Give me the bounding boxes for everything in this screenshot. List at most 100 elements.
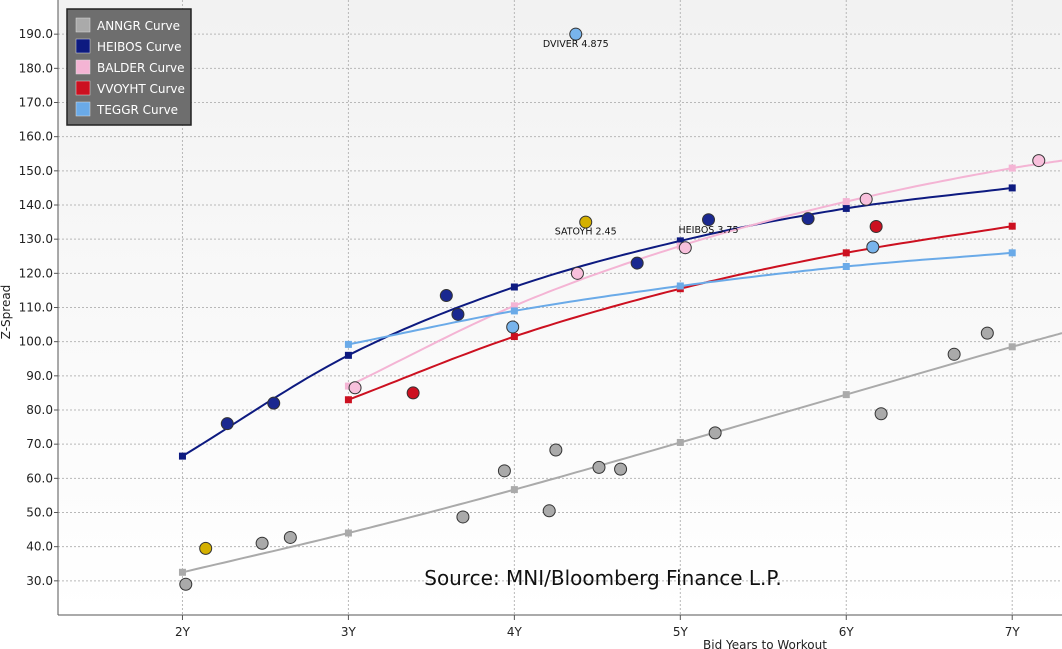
series-points (179, 27, 1046, 591)
heibos-bond-point[interactable] (220, 417, 234, 431)
teggr-curve-node (842, 263, 850, 270)
heibos-bond-point[interactable] (267, 396, 281, 410)
vvoyht-bond-point[interactable] (406, 386, 420, 400)
anngr-bond-point[interactable] (179, 577, 193, 591)
x-tick-label: 3Y (341, 625, 357, 639)
heibos-curve-node (344, 351, 352, 359)
anngr-curve-node (344, 529, 352, 537)
legend-label: VVOYHT Curve (97, 82, 185, 96)
heibos-bond-point[interactable] (451, 307, 465, 321)
legend-swatch (75, 101, 91, 117)
y-tick-label: 170.0 (19, 96, 53, 110)
x-tick-label: 6Y (839, 625, 855, 639)
heibos-bond-point[interactable] (439, 289, 453, 303)
heibos-curve-node (842, 204, 850, 212)
source-note: Source: MNI/Bloomberg Finance L.P. (424, 566, 781, 590)
anngr-bond-point[interactable] (947, 347, 961, 361)
heibos-curve-node (1008, 184, 1016, 192)
annotations: DVIVER 4.875 SATOYH 2.45 HEIBOS 3.75 (543, 39, 739, 238)
anngr-bond-point[interactable] (497, 464, 511, 478)
balder-curve-node (510, 302, 518, 310)
other-bond-point[interactable] (579, 215, 593, 229)
heibos-curve-node (510, 283, 518, 291)
anngr-bond-point[interactable] (874, 407, 888, 421)
balder-bond-point[interactable] (570, 266, 584, 280)
y-tick-label: 130.0 (19, 232, 53, 246)
y-tick-label: 40.0 (26, 540, 53, 554)
heibos-curve-node (178, 452, 186, 460)
y-tick-label: 60.0 (26, 471, 53, 485)
legend-swatch (75, 80, 91, 96)
anngr-bond-point[interactable] (592, 460, 606, 474)
y-tick-label: 80.0 (26, 403, 53, 417)
balder-bond-point[interactable] (859, 192, 873, 206)
vvoyht-curve-node (842, 249, 850, 257)
legend: ANNGR Curve HEIBOS Curve BALDER Curve VVOYH… (66, 8, 192, 126)
teggr-bond-point[interactable] (866, 240, 880, 254)
y-tick-label: 190.0 (19, 27, 53, 41)
x-tick-label: 5Y (673, 625, 689, 639)
y-axis-title: Z-Spread (0, 285, 13, 340)
other-bond-point[interactable] (199, 541, 213, 555)
x-axis-ticks: 2Y 3Y 4Y 5Y 6Y 7Y (175, 615, 1020, 639)
legend-swatch (75, 38, 91, 54)
point-annotation: DVIVER 4.875 (543, 39, 609, 50)
heibos-bond-point[interactable] (630, 256, 644, 270)
heibos-bond-point[interactable] (702, 213, 716, 227)
anngr-curve-node (178, 568, 186, 576)
teggr-curve-node (344, 340, 352, 348)
anngr-curve-node (842, 391, 850, 399)
y-tick-label: 150.0 (19, 164, 53, 178)
balder-bond-point[interactable] (348, 381, 362, 395)
legend-swatch (75, 59, 91, 75)
y-tick-label: 180.0 (19, 61, 53, 75)
balder-curve-node (344, 382, 352, 390)
y-tick-label: 110.0 (19, 301, 53, 315)
balder-bond-point[interactable] (678, 241, 692, 255)
vvoyht-bond-point[interactable] (869, 220, 883, 234)
anngr-bond-point[interactable] (708, 426, 722, 440)
legend-swatch (75, 17, 91, 33)
x-tick-label: 4Y (507, 625, 523, 639)
anngr-bond-point[interactable] (542, 504, 556, 518)
teggr-bond-point[interactable] (506, 320, 520, 334)
heibos-curve-node (676, 237, 684, 245)
legend-label: HEIBOS Curve (97, 40, 181, 54)
anngr-bond-point[interactable] (980, 326, 994, 340)
y-tick-label: 90.0 (26, 369, 53, 383)
anngr-bond-point[interactable] (255, 536, 269, 550)
heibos-bond-point[interactable] (801, 212, 815, 226)
balder-bond-point[interactable] (1032, 154, 1046, 168)
balder-curve-node (1008, 164, 1016, 172)
vvoyht-curve-node (510, 333, 518, 341)
x-tick-label: 7Y (1005, 625, 1021, 639)
anngr-curve-node (510, 486, 518, 494)
y-tick-label: 100.0 (19, 335, 53, 349)
heibos-curve-line (181, 186, 1013, 457)
anngr-curve-node (1008, 343, 1016, 351)
y-tick-label: 140.0 (19, 198, 53, 212)
vvoyht-curve-node (1008, 222, 1016, 230)
anngr-bond-point[interactable] (614, 462, 628, 476)
anngr-bond-point[interactable] (549, 443, 563, 457)
x-tick-label: 2Y (175, 625, 191, 639)
teggr-bond-point[interactable] (569, 27, 583, 41)
point-annotation: SATOYH 2.45 (555, 227, 617, 238)
teggr-curve-node (676, 282, 684, 290)
y-tick-label: 30.0 (26, 574, 53, 588)
anngr-bond-point[interactable] (283, 530, 297, 544)
legend-label: ANNGR Curve (97, 19, 180, 33)
legend-label: BALDER Curve (97, 61, 185, 75)
balder-curve-node (842, 198, 850, 206)
y-axis-ticks: 30.0 40.0 50.0 60.0 70.0 80.0 90.0 100.0 110.0 12… (19, 27, 58, 588)
anngr-curve-node (676, 438, 684, 446)
x-axis-title: Bid Years to Workout (703, 638, 827, 649)
balder-curve-line (347, 159, 1062, 387)
y-tick-label: 70.0 (26, 437, 53, 451)
point-annotation: HEIBOS 3.75 (679, 225, 739, 236)
y-tick-label: 160.0 (19, 130, 53, 144)
legend-label: TEGGR Curve (96, 103, 178, 117)
teggr-curve-node (1008, 249, 1016, 257)
anngr-bond-point[interactable] (456, 510, 470, 524)
